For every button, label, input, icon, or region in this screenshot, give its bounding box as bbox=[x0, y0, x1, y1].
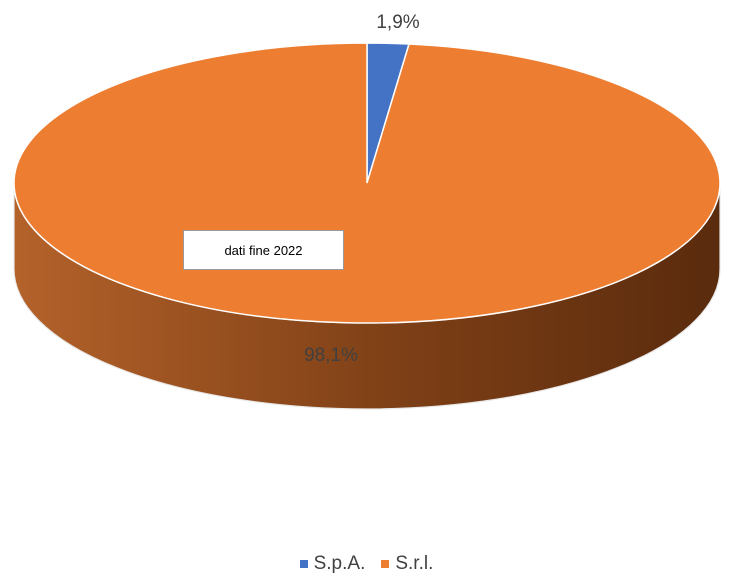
annotation-box: dati fine 2022 bbox=[183, 230, 344, 270]
legend-label-srl: S.r.l. bbox=[395, 553, 434, 574]
data-label-srl: 98,1% bbox=[304, 345, 358, 366]
pie-slices bbox=[13, 42, 721, 410]
legend-item-srl: S.r.l. bbox=[381, 553, 433, 575]
legend-item-spa: S.p.A. bbox=[299, 553, 366, 575]
legend: S.p.A. S.r.l. bbox=[0, 552, 733, 576]
legend-label-spa: S.p.A. bbox=[313, 553, 366, 574]
legend-swatch-srl bbox=[381, 560, 390, 568]
data-label-spa: 1,9% bbox=[376, 12, 419, 33]
pie-slice-srl bbox=[13, 42, 721, 324]
legend-swatch-spa bbox=[299, 560, 308, 568]
